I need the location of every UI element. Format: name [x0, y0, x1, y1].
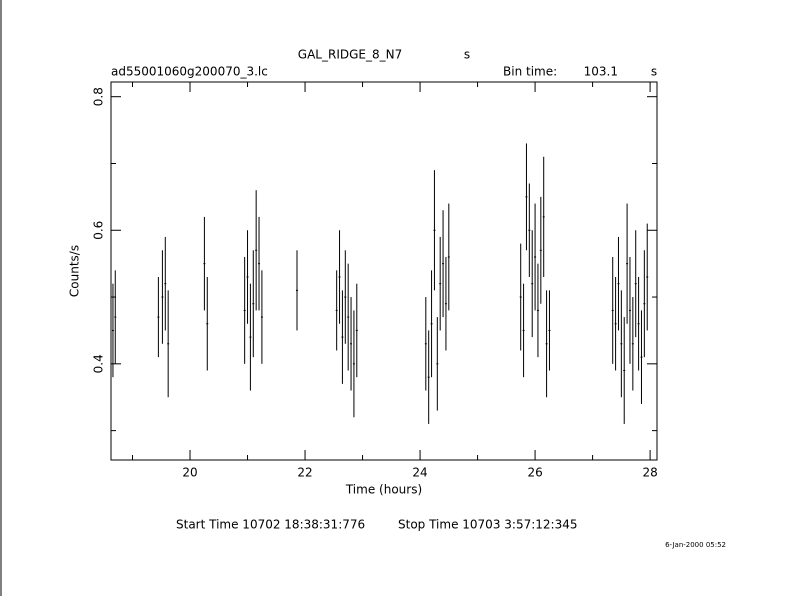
- plot-frame: [110, 81, 658, 461]
- bin-time-unit: s: [651, 65, 657, 79]
- x-tick-label: 20: [182, 466, 197, 480]
- x-tick-label: 26: [527, 466, 542, 480]
- title-unit: s: [464, 48, 470, 62]
- start-time: Start Time 10702 18:38:31:776: [176, 518, 365, 532]
- x-tick-label: 28: [642, 466, 657, 480]
- stop-time: Stop Time 10703 3:57:12:345: [398, 518, 577, 532]
- x-tick-label: 24: [412, 466, 427, 480]
- y-tick-label: 0.8: [92, 87, 106, 106]
- y-tick-label: 0.6: [92, 221, 106, 240]
- bin-time-label: Bin time:: [503, 65, 557, 79]
- subtitle: ad55001060g200070_3.lc: [111, 65, 268, 79]
- x-axis-label: Time (hours): [345, 483, 422, 497]
- y-tick-label: 0.4: [92, 354, 106, 373]
- chart-title: GAL_RIDGE_8_N7: [298, 48, 402, 62]
- y-axis-label: Counts/s: [68, 245, 82, 297]
- x-tick-label: 22: [297, 466, 312, 480]
- bin-time: 103.1: [584, 65, 618, 79]
- footer-date: 6-Jan-2000 05:52: [665, 541, 726, 549]
